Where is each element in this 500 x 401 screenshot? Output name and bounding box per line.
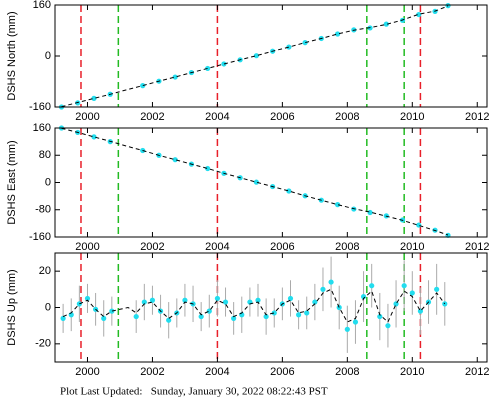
observation [166,317,172,323]
observation [367,209,373,216]
x-tick-label: 2012 [465,111,489,123]
observation [263,313,269,320]
observation [255,297,261,303]
observation [377,313,383,320]
observation [91,134,97,140]
observation [140,83,146,89]
observation [253,179,259,185]
y-tick-label: 160 [33,0,51,11]
y-axis-label: DSHS East (mm) [6,140,18,224]
observation [434,286,440,292]
observation [141,299,147,305]
x-tick-label: 2008 [335,241,359,253]
observation [198,313,204,320]
y-tick-label: -20 [35,338,51,350]
x-tick-label: 2000 [75,241,99,253]
observation [205,165,211,172]
x-tick-label: 2000 [75,111,99,123]
x-tick-label: 2010 [400,366,424,378]
observation [385,323,391,329]
observation [286,188,292,194]
y-tick-label: 160 [33,122,51,134]
observation [182,297,188,303]
plot-area [55,5,487,107]
observation [304,310,310,316]
observation [416,11,422,18]
plot-area [55,253,487,362]
y-tick-label: 0 [45,176,51,188]
y-tick-label: 0 [45,50,51,62]
observation [393,301,399,307]
observation [312,299,318,305]
observation [253,53,259,59]
x-tick-label: 2008 [335,111,359,123]
x-tick-label: 2006 [270,241,294,253]
y-axis-label: DSHS North (mm) [6,11,18,100]
x-tick-label: 2004 [205,111,229,123]
x-tick-label: 2008 [335,366,359,378]
x-tick-label: 2002 [140,241,164,253]
observation [369,283,375,289]
observation [149,297,156,303]
x-tick-label: 2004 [205,241,229,253]
y-tick-label: 20 [39,265,51,277]
y-tick-label: -80 [35,204,51,216]
observation [60,315,66,321]
model-line [62,288,446,323]
observation [287,295,294,302]
observation [214,295,221,302]
observation [222,299,229,305]
observation [296,312,302,318]
observation [101,315,107,321]
observation [302,40,308,46]
observation [344,326,350,332]
x-tick-label: 2006 [270,111,294,123]
observation [286,44,292,50]
x-tick-label: 2000 [75,366,99,378]
observation [172,74,178,80]
footer: Plot Last Updated: Sunday, January 30, 2… [60,386,328,398]
observation [231,315,237,321]
observation [383,21,389,27]
observation [109,308,115,314]
observation [401,283,407,289]
observation [328,279,334,285]
y-tick-label: 80 [39,149,51,161]
y-tick-label: -160 [29,101,51,113]
observation [334,202,341,208]
x-tick-label: 2002 [140,366,164,378]
observation [133,313,139,320]
x-tick-label: 2012 [465,366,489,378]
observation [206,308,212,314]
x-tick-label: 2004 [205,366,229,378]
x-tick-label: 2012 [465,241,489,253]
model-line [61,127,449,236]
observation [320,286,326,292]
plot-area [55,128,487,237]
observation [172,157,178,163]
x-tick-label: 2010 [400,111,424,123]
observation [334,31,341,37]
y-axis-label: DSHS Up (mm) [6,269,18,345]
observation [221,61,227,67]
observation [91,95,97,101]
observation [409,290,415,296]
y-tick-label: -160 [29,231,51,243]
y-tick-label: 0 [45,301,51,313]
observation [271,310,277,316]
x-tick-label: 2010 [400,241,424,253]
x-tick-label: 2006 [270,366,294,378]
x-tick-label: 2002 [140,111,164,123]
observation [84,295,91,302]
observation [352,319,359,325]
observation [205,65,211,72]
observation [416,222,422,228]
observation [445,3,451,9]
